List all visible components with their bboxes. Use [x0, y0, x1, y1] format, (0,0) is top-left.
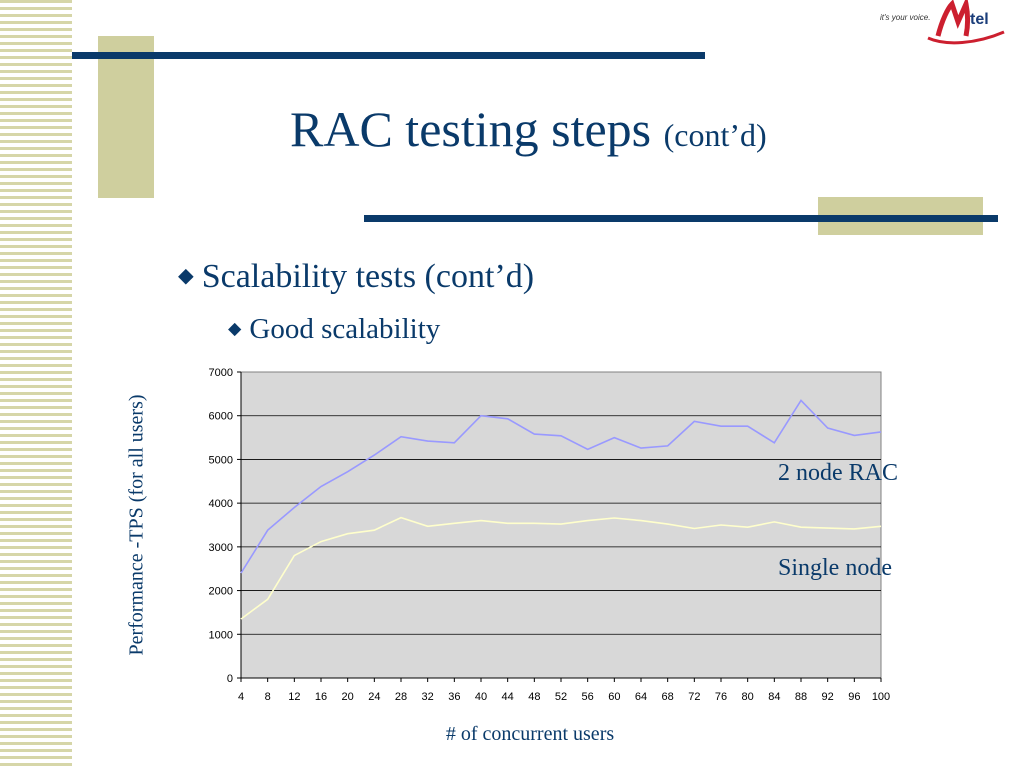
x-tick-label: 52 — [555, 691, 567, 703]
mtel-logo: it's your voice. tel — [876, 0, 1016, 48]
y-tick-label: 7000 — [209, 367, 233, 379]
left-stripe-decoration — [0, 0, 72, 768]
x-tick-label: 60 — [608, 691, 620, 703]
y-tick-label: 0 — [227, 673, 233, 685]
x-tick-label: 12 — [288, 691, 300, 703]
x-tick-label: 24 — [368, 691, 380, 703]
x-tick-label: 4 — [238, 691, 244, 703]
y-tick-label: 5000 — [209, 454, 233, 466]
logo-brand-text: tel — [970, 11, 989, 28]
series-line-single — [240, 516, 882, 620]
title-sub: (cont’d) — [663, 117, 767, 153]
mtel-logo-graphic: it's your voice. tel — [880, 0, 1005, 45]
x-tick-label: 100 — [872, 691, 890, 703]
x-tick-label: 76 — [715, 691, 727, 703]
x-tick-label: 96 — [848, 691, 860, 703]
logo-underline-swoosh — [927, 30, 1005, 45]
x-tick-label: 44 — [502, 691, 514, 703]
logo-m-swoosh — [935, 0, 970, 37]
x-tick-label: 92 — [822, 691, 834, 703]
series-label-rac: 2 node RAC — [778, 460, 898, 486]
navy-bar-top — [72, 52, 705, 59]
x-tick-label: 80 — [742, 691, 754, 703]
y-tick-label: 2000 — [209, 586, 233, 598]
plot-area — [240, 371, 882, 679]
y-axis-label: Performance -TPS (for all users) — [125, 394, 148, 656]
x-tick-label: 88 — [795, 691, 807, 703]
x-tick-label: 16 — [315, 691, 327, 703]
x-tick-label: 20 — [342, 691, 354, 703]
x-tick-label: 8 — [265, 691, 271, 703]
logo-tagline: it's your voice. — [880, 13, 930, 22]
series-label-single: Single node — [778, 555, 892, 581]
slide-title: RAC testing steps (cont’d) — [290, 100, 890, 158]
x-tick-label: 72 — [688, 691, 700, 703]
series-line-rac — [240, 399, 882, 574]
x-tick-label: 64 — [635, 691, 647, 703]
x-tick-label: 40 — [475, 691, 487, 703]
y-tick-label: 1000 — [209, 629, 233, 641]
bullet1-text: Scalability tests (cont’d) — [201, 258, 535, 295]
x-axis-label: # of concurrent users — [445, 723, 615, 745]
navy-bar-bottom — [364, 215, 998, 222]
diamond-bullet-icon: ◆ — [228, 317, 242, 338]
diamond-bullet-icon: ◆ — [178, 264, 194, 287]
bullet-level2: ◆ Good scalability — [228, 313, 440, 346]
x-tick-label: 48 — [528, 691, 540, 703]
x-tick-label: 32 — [422, 691, 434, 703]
title-main: RAC testing steps — [290, 101, 652, 157]
y-tick-label: 3000 — [209, 542, 233, 554]
x-tick-label: 36 — [448, 691, 460, 703]
x-tick-label: 28 — [395, 691, 407, 703]
y-tick-label: 6000 — [209, 411, 233, 423]
bullet2-text: Good scalability — [249, 313, 441, 345]
khaki-block-top — [98, 36, 154, 198]
bullet-level1: ◆ Scalability tests (cont’d) — [178, 258, 534, 296]
x-tick-label: 68 — [662, 691, 674, 703]
x-tick-label: 84 — [768, 691, 780, 703]
x-tick-label: 56 — [582, 691, 594, 703]
y-tick-label: 4000 — [209, 498, 233, 510]
